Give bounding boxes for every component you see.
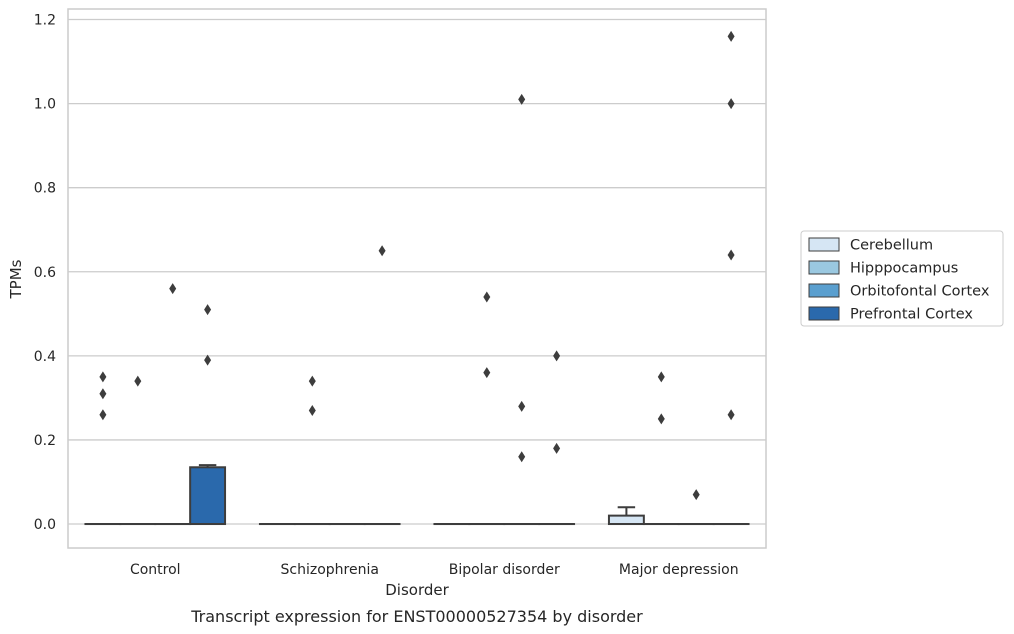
y-tick-label: 0.4: [34, 349, 56, 365]
outliers: [99, 30, 735, 501]
outlier-point: [483, 291, 491, 303]
box-body: [189, 466, 227, 526]
box-body: [607, 514, 645, 526]
y-tick-label: 0.6: [34, 265, 56, 281]
legend-frame: [800, 230, 1004, 327]
legend-label: Prefrontal Cortex: [850, 307, 973, 323]
boxes: [84, 464, 750, 526]
outlier-point: [308, 375, 316, 387]
legend-swatch: [808, 237, 840, 252]
y-tick-label: 1.0: [34, 97, 56, 113]
x-tick-label: Control: [130, 562, 181, 578]
box-cerebellum: [607, 506, 645, 526]
legend-swatch: [808, 306, 840, 321]
outlier-point: [204, 354, 212, 366]
x-tick-label: Major depression: [619, 562, 739, 578]
x-tick-labels: Control Schizophrenia Bipolar disorder Majo…: [130, 562, 739, 578]
outlier-point: [553, 442, 561, 454]
legend-entries: Cerebellum Hipppocampus Orbitofontal Corte…: [808, 237, 990, 323]
outlier-point: [553, 350, 561, 362]
chart-caption: Transcript expression for ENST0000052735…: [190, 607, 643, 626]
outlier-point: [308, 405, 316, 417]
outlier-point: [99, 388, 107, 400]
legend: Cerebellum Hipppocampus Orbitofontal Corte…: [800, 230, 1004, 327]
outlier-point: [169, 283, 177, 295]
y-axis-label: TPMs: [7, 259, 25, 299]
plot-frame: [67, 8, 767, 549]
outlier-point: [483, 367, 491, 379]
legend-label: Orbitofontal Cortex: [850, 284, 990, 300]
outlier-point: [727, 409, 735, 421]
box-prefrontal-cortex: [189, 464, 227, 526]
x-tick-label: Bipolar disorder: [449, 562, 560, 578]
outlier-point: [518, 93, 526, 105]
outlier-point: [727, 98, 735, 110]
x-tick-label: Schizophrenia: [281, 562, 379, 578]
y-tick-labels: 0.0 0.2 0.4 0.6 0.8 1.0 1.2: [34, 13, 56, 534]
outlier-point: [134, 375, 142, 387]
outlier-point: [657, 371, 665, 383]
outlier-point: [727, 30, 735, 42]
outlier-point: [518, 451, 526, 463]
legend-swatch: [808, 283, 840, 298]
legend-label: Hipppocampus: [850, 261, 958, 277]
x-axis-label: Disorder: [385, 581, 449, 599]
outlier-point: [657, 413, 665, 425]
outlier-point: [378, 245, 386, 257]
y-tick-label: 1.2: [34, 13, 56, 29]
outlier-point: [99, 409, 107, 421]
legend-swatch: [808, 260, 840, 275]
y-tick-label: 0.8: [34, 181, 56, 197]
y-tick-label: 0.0: [34, 517, 56, 533]
outlier-point: [99, 371, 107, 383]
outlier-point: [518, 400, 526, 412]
outlier-point: [692, 489, 700, 501]
gridlines: [68, 18, 766, 525]
outlier-point: [727, 249, 735, 261]
legend-label: Cerebellum: [850, 238, 933, 254]
y-tick-label: 0.2: [34, 433, 56, 449]
outlier-point: [204, 304, 212, 316]
